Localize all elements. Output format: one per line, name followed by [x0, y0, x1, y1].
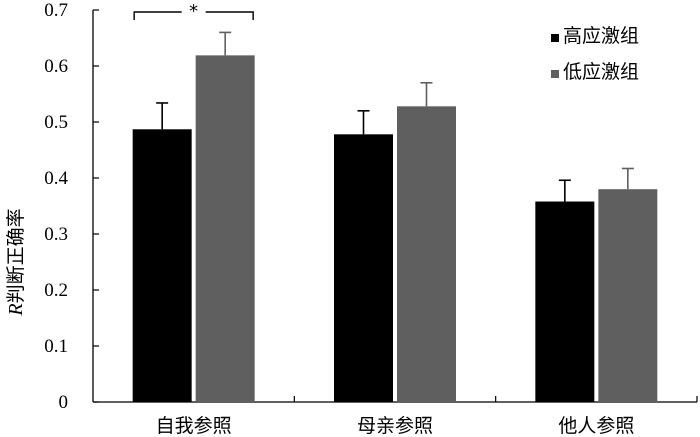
significance-label: * [189, 1, 198, 22]
y-tick-label: 0.1 [44, 336, 68, 357]
legend-label-low-stress: 低应激组 [563, 61, 639, 83]
y-axis-title-rest: 判断正确率 [5, 208, 27, 303]
plot-area: 0 0.1 0.2 0.3 0.4 0.5 0.6 0.7 自我参照 母亲参照 他人参照 * 高应激组低… [44, 0, 698, 437]
y-axis-title-italic: R [5, 303, 27, 316]
y-axis-title: R判断正确率 [5, 208, 27, 316]
y-tick-label: 0.5 [44, 112, 68, 133]
y-tick-label: 0.3 [44, 224, 68, 245]
x-tick-label: 母亲参照 [357, 415, 433, 437]
bar-high-stress [535, 201, 595, 402]
y-tick-label: 0.2 [44, 280, 68, 301]
legend-label-high-stress: 高应激组 [563, 25, 639, 47]
bar-low-stress [598, 189, 658, 402]
y-tick-label: 0.4 [44, 168, 68, 189]
legend-swatch-low-stress [551, 70, 559, 78]
bar-low-stress [195, 55, 255, 403]
bar-low-stress [397, 106, 456, 402]
significance-mask [181, 0, 206, 22]
y-tick-label: 0.7 [44, 0, 68, 21]
bar-high-stress [334, 134, 393, 402]
y-tick-label: 0 [59, 392, 69, 413]
x-tick-label: 自我参照 [156, 415, 232, 437]
legend-swatch-high-stress [551, 34, 559, 42]
bar-high-stress [132, 129, 192, 402]
x-tick-label: 他人参照 [558, 415, 634, 437]
y-tick-label: 0.6 [44, 56, 68, 77]
